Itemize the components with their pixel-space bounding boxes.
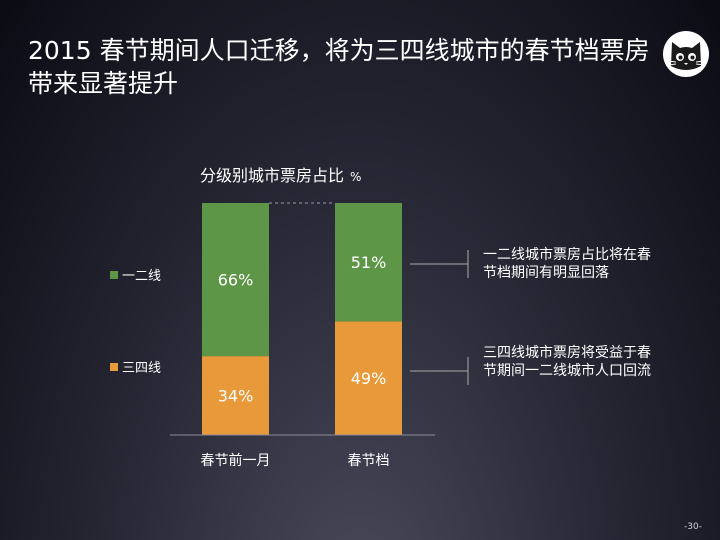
note-tier34: 三四线城市票房将受益于春节期间一二线城市人口回流: [483, 345, 651, 379]
bar-1-1: [335, 203, 402, 322]
data-label-1-1: 51%: [351, 253, 387, 272]
chart-title: 分级别城市票房占比%: [200, 162, 361, 186]
chart-unit: %: [350, 170, 362, 184]
bar-0-1: [202, 203, 269, 357]
legend-item-tier34: 三四线: [110, 357, 161, 376]
cat-logo-icon: [663, 31, 709, 77]
legend-swatch-tier34: [110, 362, 118, 371]
legend-swatch-tier12: [110, 270, 118, 279]
legend-label-tier12: 一二线: [122, 269, 162, 284]
data-label-0-0: 34%: [218, 387, 254, 406]
data-label-0-1: 66%: [218, 271, 254, 290]
bar-0-0: [202, 356, 269, 435]
data-label-1-0: 49%: [351, 369, 387, 388]
chart-title-text: 分级别城市票房占比: [200, 166, 345, 185]
x-tick-label-0: 春节前一月: [201, 452, 271, 469]
legend-item-tier12: 一二线: [110, 265, 161, 284]
page-number: -30-: [684, 522, 702, 532]
note-tier12: 一二线城市票房占比将在春节档期间有明显回落: [483, 247, 651, 281]
bar-1-0: [335, 321, 402, 435]
x-tick-label-1: 春节档: [348, 453, 390, 469]
legend-label-tier34: 三四线: [122, 361, 162, 376]
slide-title: 2015 春节期间人口迁移，将为三四线城市的春节档票房带来显著提升: [28, 36, 650, 98]
